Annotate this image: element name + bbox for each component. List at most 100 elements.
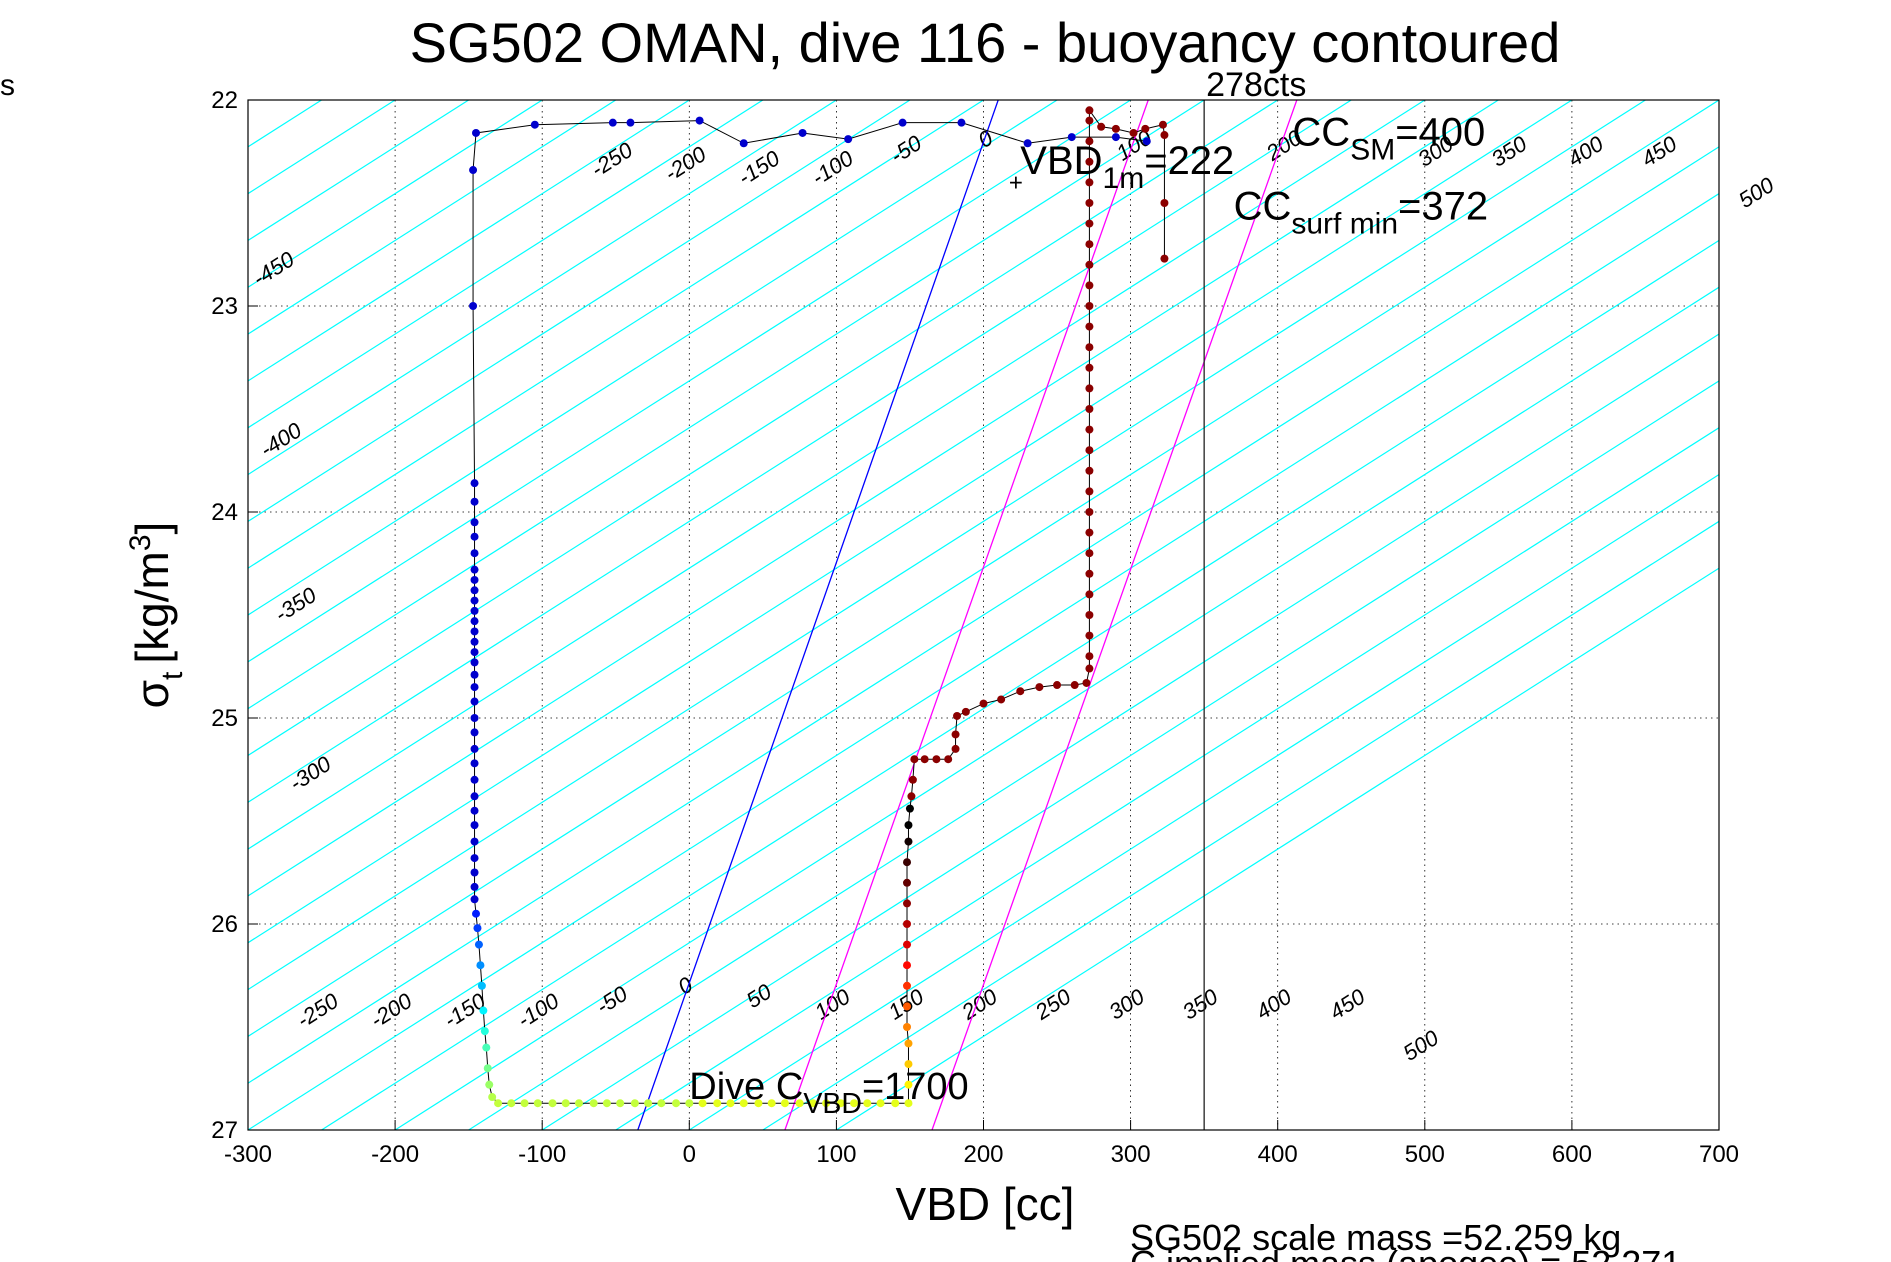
data-point xyxy=(1085,549,1094,558)
data-point xyxy=(626,118,635,127)
data-point xyxy=(726,1099,735,1108)
data-point xyxy=(470,697,479,706)
contour-label: 450 xyxy=(1637,131,1682,172)
data-point xyxy=(470,714,479,722)
contour-label: -300 xyxy=(285,751,336,796)
data-point xyxy=(1085,219,1094,228)
x-tick-label: 0 xyxy=(683,1141,696,1168)
data-point xyxy=(470,479,479,488)
contour-label: -250 xyxy=(292,988,343,1033)
data-point xyxy=(1158,120,1167,129)
data-point xyxy=(903,1002,912,1011)
x-tick-label: 700 xyxy=(1699,1141,1739,1168)
reference-line xyxy=(931,100,1298,1130)
data-point xyxy=(698,1099,707,1108)
data-point xyxy=(1085,508,1094,516)
y-label-close: ] xyxy=(126,522,178,535)
contour-line xyxy=(762,520,1719,1130)
contour-line xyxy=(248,100,1279,757)
x-tick-label: 100 xyxy=(816,1141,856,1168)
reference-line xyxy=(784,100,1149,1130)
data-point xyxy=(961,707,970,716)
data-point xyxy=(1085,157,1094,166)
contour-label: 350 xyxy=(1178,983,1223,1024)
data-point xyxy=(903,899,912,908)
data-point xyxy=(470,575,479,584)
contour-label: 450 xyxy=(1325,983,1370,1024)
data-point xyxy=(903,961,912,970)
data-point xyxy=(808,1099,817,1108)
vbd-1m-annotation: VBD1m=222 xyxy=(1020,139,1234,195)
contour-label: 100 xyxy=(810,983,855,1024)
data-point xyxy=(473,924,482,933)
contour-line xyxy=(248,100,1499,897)
data-point xyxy=(470,565,479,574)
x-tick-label: -100 xyxy=(518,1141,566,1168)
data-point xyxy=(1070,681,1079,690)
data-point xyxy=(713,1099,722,1108)
data-point xyxy=(920,755,929,764)
vertical-line-label: 278cts xyxy=(1206,66,1306,104)
data-point xyxy=(904,1080,913,1089)
data-point xyxy=(898,118,907,127)
data-point xyxy=(1085,631,1094,640)
data-point xyxy=(903,858,912,867)
x-tick-label: 300 xyxy=(1111,1141,1151,1168)
data-point xyxy=(574,1099,583,1108)
data-point xyxy=(530,120,539,129)
data-point xyxy=(470,596,479,605)
chart-title: SG502 OMAN, dive 116 - buoyancy contoure… xyxy=(410,11,1561,74)
data-point xyxy=(1085,405,1094,413)
contour-label: 400 xyxy=(1251,983,1296,1024)
data-point xyxy=(1035,683,1044,692)
data-point xyxy=(644,1099,653,1108)
side-label: s xyxy=(0,69,15,102)
data-point xyxy=(470,744,479,753)
data-point xyxy=(470,586,479,595)
data-point xyxy=(904,837,913,846)
data-point xyxy=(1142,137,1151,146)
data-point xyxy=(1160,254,1169,263)
contour-line xyxy=(248,100,1131,663)
data-point xyxy=(798,128,807,137)
data-point xyxy=(876,1099,885,1108)
contour-label: 0 xyxy=(973,125,997,153)
reference-lines xyxy=(637,100,1298,1130)
data-series xyxy=(469,106,1169,1108)
reference-line xyxy=(637,100,999,1130)
data-point xyxy=(932,755,941,764)
data-point xyxy=(470,728,479,737)
contour-line xyxy=(248,100,543,288)
data-point xyxy=(953,711,962,720)
data-point xyxy=(1085,384,1094,393)
contour-label: 250 xyxy=(1030,983,1076,1025)
data-point xyxy=(1085,590,1094,599)
buoyancy-contours xyxy=(248,100,1719,1130)
contour-line xyxy=(248,100,690,382)
data-point xyxy=(910,755,919,764)
data-point xyxy=(1085,528,1094,537)
data-point xyxy=(979,699,988,708)
data-point xyxy=(1067,133,1076,142)
contour-line xyxy=(248,100,1573,944)
contour-label: 350 xyxy=(1487,131,1532,172)
footer-line-2: C implied mass (apogee) = 52.271 xyxy=(1130,1243,1681,1262)
contour-label: -400 xyxy=(255,417,306,462)
data-point xyxy=(470,868,479,877)
data-point xyxy=(863,1099,872,1108)
footer-line-2-rest: implied mass (apogee) = 52.271 xyxy=(1156,1243,1681,1262)
data-point xyxy=(470,792,479,801)
data-point xyxy=(470,775,479,784)
data-point xyxy=(1082,678,1091,687)
data-point xyxy=(822,1099,831,1108)
data-point xyxy=(470,837,479,846)
data-point xyxy=(482,1043,491,1052)
contour-line xyxy=(248,100,1719,1038)
contour-line xyxy=(248,100,396,195)
data-point xyxy=(485,1080,494,1089)
data-point xyxy=(507,1099,516,1108)
data-point xyxy=(470,882,479,891)
contour-line xyxy=(321,239,1719,1130)
contour-label: 500 xyxy=(1399,1025,1444,1066)
y-tick-label: 27 xyxy=(211,1117,238,1144)
